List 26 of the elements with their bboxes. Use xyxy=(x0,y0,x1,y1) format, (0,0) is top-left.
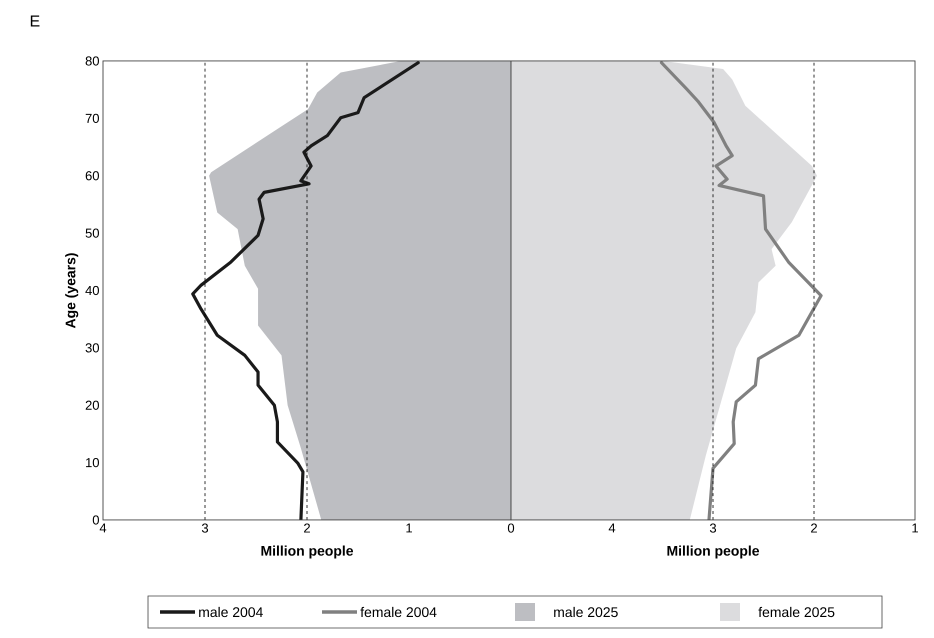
x-axis-title: Million people xyxy=(667,546,760,558)
y-tick-label: 30 xyxy=(86,343,99,352)
x-tick-label: 0 xyxy=(508,524,514,533)
x-tick-label: 3 xyxy=(202,524,208,533)
x-tick-label: 1 xyxy=(406,524,412,532)
y-tick-label: 20 xyxy=(86,400,99,410)
y-tick-label: 10 xyxy=(86,458,99,468)
chart-title: E xyxy=(30,16,40,26)
x-tick-label: 2 xyxy=(811,524,817,533)
y-tick-label: 60 xyxy=(86,171,99,180)
x-tick-label: 4 xyxy=(608,524,616,532)
legend-label: male 2025 xyxy=(554,606,618,618)
x-tick-label: 2 xyxy=(304,524,310,533)
x-tick-label: 3 xyxy=(710,524,716,533)
y-tick-label: 40 xyxy=(85,286,99,296)
legend-label: female 2025 xyxy=(758,606,834,618)
y-tick-label: 50 xyxy=(86,228,99,238)
y-tick-label: 70 xyxy=(86,114,99,123)
x-tick-label: 4 xyxy=(100,524,106,532)
x-axis-title: Million people xyxy=(261,546,354,558)
legend-label: female 2004 xyxy=(360,606,437,618)
x-tick-label: 1 xyxy=(912,524,918,532)
y-axis-title: Age (years) xyxy=(65,253,78,328)
legend-label: male 2004 xyxy=(199,606,263,618)
y-tick-label: 80 xyxy=(86,56,99,66)
y-tick-label: 0 xyxy=(92,515,99,525)
